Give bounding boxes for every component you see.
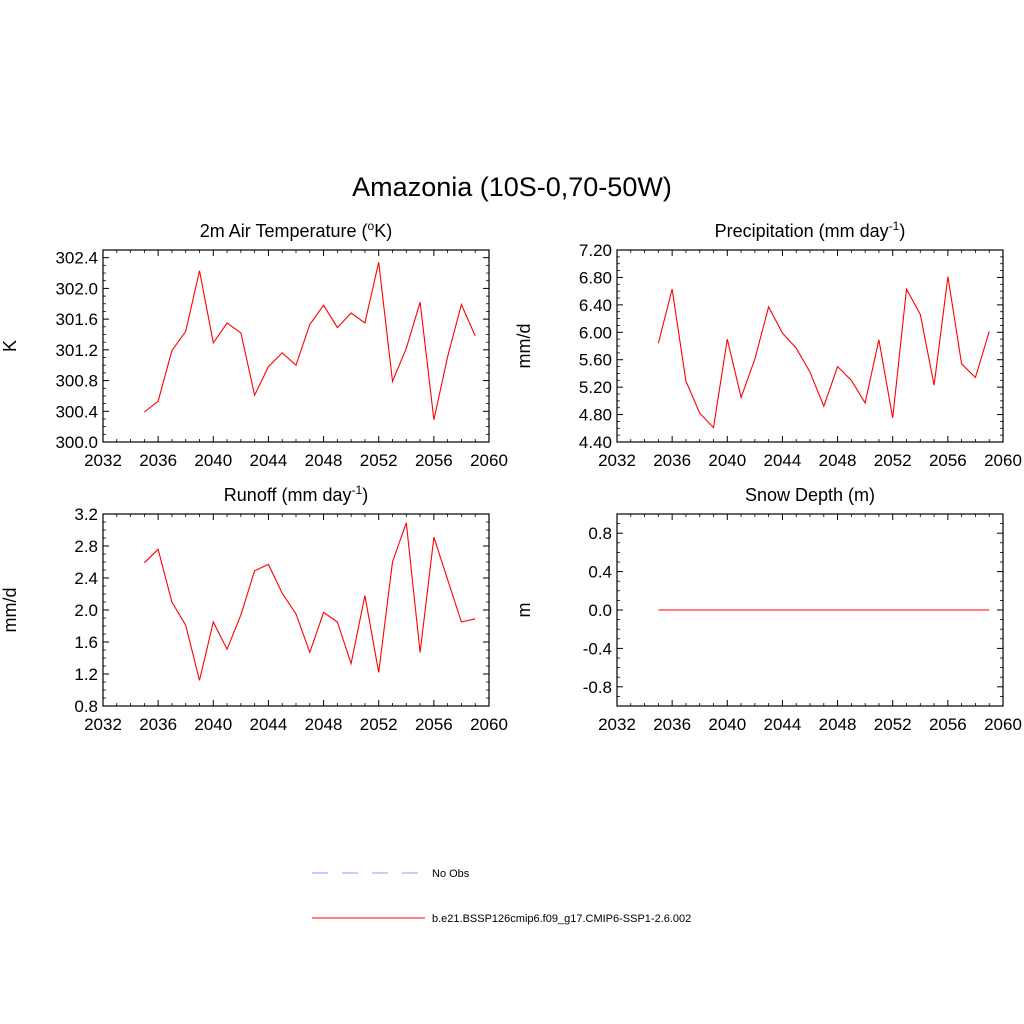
runoff-title: Runoff (mm day-1): [224, 483, 368, 505]
precipitation-ytick-label: 6.80: [579, 268, 612, 287]
temperature-ytick-label: 300.0: [55, 433, 98, 452]
temperature-plot-frame: [102, 249, 490, 443]
precipitation-ytick-label: 5.60: [579, 351, 612, 370]
temperature-ytick-label: 302.0: [55, 279, 98, 298]
snow-depth-xtick-label: 2056: [929, 715, 967, 734]
runoff-ytick-label: 0.8: [74, 697, 98, 716]
runoff-xtick-label: 2032: [84, 715, 122, 734]
temperature-ytick-label: 301.2: [55, 341, 98, 360]
temperature-ytick-label: 300.4: [55, 402, 98, 421]
precipitation-ytick-label: 4.40: [579, 433, 612, 452]
runoff-plot-frame: [102, 513, 490, 707]
panel-temperature: 2032 2036 2040 2044 2048 2052 2056 2060 300.0 300…: [0, 219, 508, 470]
precipitation-xtick-label: 2048: [819, 451, 857, 470]
runoff-xtick-label: 2056: [415, 715, 453, 734]
snow-depth-title: Snow Depth (m): [745, 485, 875, 505]
temperature-xtick-label: 2048: [305, 451, 343, 470]
runoff-xtick-label: 2044: [250, 715, 288, 734]
precipitation-ylabel: mm/d: [514, 324, 534, 369]
precipitation-title: Precipitation (mm day-1): [715, 219, 906, 241]
snow-depth-ytick-label: 0.4: [588, 563, 612, 582]
snow-depth-xtick-label: 2032: [598, 715, 636, 734]
precipitation-ytick-label: 7.20: [579, 241, 612, 260]
panel-snow-depth: 2032 2036 2040 2044 2048 2052 2056 2060 -0.8 -0.4…: [514, 485, 1022, 734]
temperature-xtick-label: 2044: [250, 451, 288, 470]
runoff-xtick-label: 2052: [360, 715, 398, 734]
temperature-ylabel: K: [0, 340, 20, 352]
panel-runoff: 2032 2036 2040 2044 2048 2052 2056 2060 0.8 1.2 1.…: [0, 483, 508, 734]
runoff-ylabel: mm/d: [0, 588, 20, 633]
snow-depth-xtick-label: 2040: [708, 715, 746, 734]
legend-obs-label: No Obs: [432, 868, 470, 880]
runoff-ytick-label: 2.8: [74, 537, 98, 556]
precipitation-xtick-label: 2032: [598, 451, 636, 470]
precipitation-xtick-label: 2036: [653, 451, 691, 470]
snow-depth-xtick-label: 2044: [764, 715, 802, 734]
snow-depth-ylabel: m: [514, 603, 534, 618]
temperature-title: 2m Air Temperature (oK): [200, 219, 392, 241]
runoff-ytick-label: 1.6: [74, 633, 98, 652]
temperature-xtick-label: 2056: [415, 451, 453, 470]
snow-depth-ytick-label: 0.0: [588, 601, 612, 620]
precipitation-xtick-label: 2040: [708, 451, 746, 470]
precipitation-plot-frame: [616, 249, 1004, 443]
runoff-ytick-label: 1.2: [74, 665, 98, 684]
figure-title: Amazonia (10S-0,70-50W): [352, 172, 672, 202]
runoff-series-line: [144, 522, 476, 681]
precipitation-series-line: [657, 276, 990, 429]
runoff-xtick-label: 2048: [305, 715, 343, 734]
temperature-xtick-label: 2052: [360, 451, 398, 470]
runoff-xtick-label: 2040: [194, 715, 232, 734]
precipitation-xtick-label: 2060: [984, 451, 1022, 470]
legend-model-label: b.e21.BSSP126cmip6.f09_g17.CMIP6-SSP1-2.…: [432, 913, 691, 925]
runoff-xtick-label: 2036: [139, 715, 177, 734]
precipitation-ytick-label: 6.40: [579, 296, 612, 315]
legend: No Obs b.e21.BSSP126cmip6.f09_g17.CMIP6-…: [312, 868, 691, 925]
temperature-xtick-label: 2040: [194, 451, 232, 470]
temperature-series-line: [144, 262, 476, 420]
temperature-xtick-label: 2032: [84, 451, 122, 470]
precipitation-xtick-label: 2056: [929, 451, 967, 470]
precipitation-ytick-label: 6.00: [579, 323, 612, 342]
snow-depth-ytick-label: -0.8: [583, 678, 612, 697]
precipitation-xtick-label: 2044: [764, 451, 802, 470]
temperature-ytick-label: 301.6: [55, 310, 98, 329]
precipitation-xtick-label: 2052: [874, 451, 912, 470]
temperature-ytick-label: 300.8: [55, 372, 98, 391]
precipitation-ytick-label: 4.80: [579, 406, 612, 425]
temperature-ytick-label: 302.4: [55, 249, 98, 268]
runoff-xtick-label: 2060: [470, 715, 508, 734]
temperature-xtick-label: 2060: [470, 451, 508, 470]
snow-depth-xtick-label: 2052: [874, 715, 912, 734]
panel-precipitation: 2032 2036 2040 2044 2048 2052 2056 2060 4.40 4.80…: [514, 219, 1022, 470]
precipitation-ytick-label: 5.20: [579, 378, 612, 397]
snow-depth-xtick-label: 2060: [984, 715, 1022, 734]
snow-depth-ytick-label: -0.4: [583, 639, 612, 658]
runoff-ytick-label: 2.0: [74, 601, 98, 620]
snow-depth-xtick-label: 2036: [653, 715, 691, 734]
runoff-ytick-label: 3.2: [74, 505, 98, 524]
snow-depth-xtick-label: 2048: [819, 715, 857, 734]
temperature-xtick-label: 2036: [139, 451, 177, 470]
runoff-ytick-label: 2.4: [74, 569, 98, 588]
snow-depth-ytick-label: 0.8: [588, 524, 612, 543]
